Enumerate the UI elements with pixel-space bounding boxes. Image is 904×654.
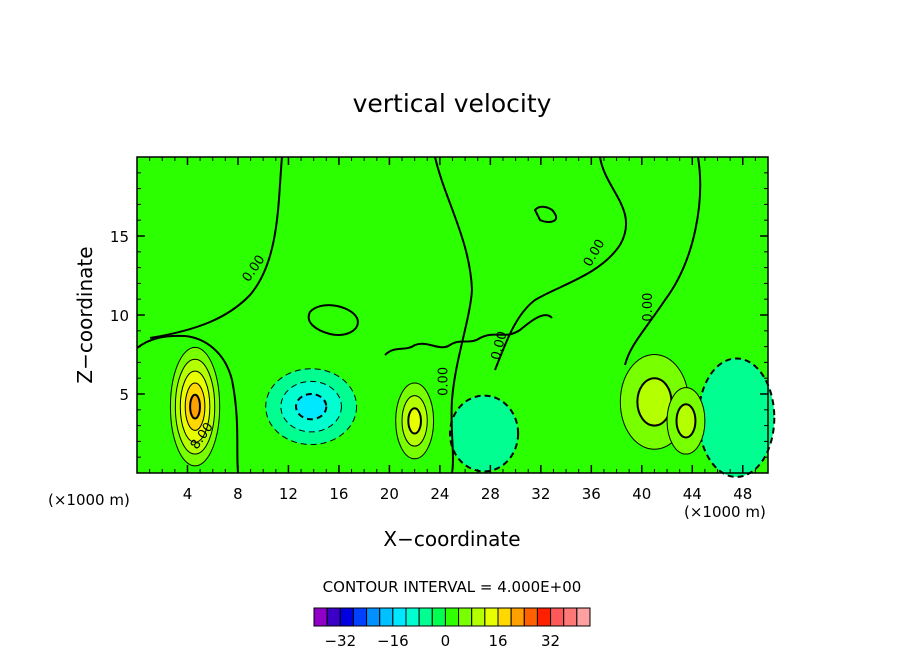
colorbar-swatch bbox=[405, 607, 420, 627]
x-tick-label: 4 bbox=[183, 485, 193, 503]
colorbar-swatch bbox=[576, 607, 591, 627]
zero-contour-upper-right bbox=[494, 156, 627, 371]
contour-label: 0.00 bbox=[489, 330, 511, 362]
field-feature-band bbox=[189, 393, 201, 420]
x-tick-label: 36 bbox=[582, 485, 601, 503]
zero-contour-left bbox=[136, 334, 239, 474]
colorbar-swatch bbox=[418, 607, 433, 627]
zero-contour-right bbox=[624, 156, 702, 366]
colorbar-swatch bbox=[392, 607, 407, 627]
field-feature-band bbox=[636, 377, 673, 427]
colorbar-swatch bbox=[497, 607, 512, 627]
colorbar-swatch bbox=[563, 607, 578, 627]
colorbar-swatch bbox=[379, 607, 394, 627]
x-tick-label: 16 bbox=[329, 485, 348, 503]
colorbar-tick-label: 32 bbox=[541, 632, 560, 650]
x-tick-label: 32 bbox=[531, 485, 550, 503]
field-feature-band bbox=[675, 403, 697, 439]
colorbar-swatch bbox=[431, 607, 446, 627]
contour-interval: CONTOUR INTERVAL = 4.000E+00 bbox=[323, 578, 582, 596]
chart-title: vertical velocity bbox=[353, 89, 552, 118]
x-tick-label: 20 bbox=[380, 485, 399, 503]
y-tick-label: 10 bbox=[110, 307, 129, 325]
colorbar-swatch bbox=[523, 607, 538, 627]
x-tick-label: 44 bbox=[683, 485, 702, 503]
contour-ripple bbox=[384, 314, 553, 356]
field-features bbox=[169, 346, 776, 478]
field-feature-band bbox=[407, 407, 422, 435]
colorbar-swatch bbox=[366, 607, 381, 627]
colorbar-tick-label: −32 bbox=[324, 632, 356, 650]
colorbar-swatch bbox=[352, 607, 368, 627]
y-axis-label: Z−coordinate bbox=[73, 246, 97, 383]
field-feature-band bbox=[295, 393, 328, 421]
colorbar-swatch bbox=[444, 607, 460, 627]
contour-blob-2 bbox=[533, 205, 558, 223]
colorbar-swatch bbox=[458, 607, 473, 627]
x-unit-left: (×1000 m) bbox=[48, 491, 130, 509]
colorbar-swatch bbox=[510, 607, 525, 627]
colorbar-swatch bbox=[471, 607, 486, 627]
y-tick-label: 15 bbox=[110, 228, 129, 246]
colorbar-swatch bbox=[536, 607, 552, 627]
x-tick-label: 48 bbox=[733, 485, 752, 503]
zero-contour-mid bbox=[434, 156, 474, 474]
contour-blob-1 bbox=[307, 304, 359, 336]
plot-area: 0.00 0.000.000.000.008.00 4 8 12 16 20 24 28 32 3… bbox=[110, 156, 776, 503]
colorbar-tick-label: −16 bbox=[377, 632, 409, 650]
field-feature-band bbox=[448, 394, 520, 473]
zero-contours bbox=[136, 156, 702, 474]
contour-label: 0.00 bbox=[436, 367, 451, 396]
colorbar-swatch bbox=[550, 607, 565, 627]
colorbar-swatch bbox=[326, 607, 341, 627]
colorbar-swatch bbox=[313, 607, 328, 627]
colorbar-tick-label: 16 bbox=[488, 632, 507, 650]
x-tick-label: 28 bbox=[481, 485, 500, 503]
colorbar-tick-label: 0 bbox=[441, 632, 451, 650]
x-tick-label: 8 bbox=[233, 485, 243, 503]
colorbar-swatch bbox=[339, 607, 354, 627]
x-axis: 4 8 12 16 20 24 28 32 36 40 44 48 bbox=[149, 157, 756, 503]
colorbar: −32 −16 0 16 32 bbox=[313, 607, 591, 650]
x-tick-label: 24 bbox=[430, 485, 449, 503]
colorbar-swatch bbox=[484, 607, 499, 627]
x-axis-label: X−coordinate bbox=[383, 527, 520, 551]
zero-contour-upper-left bbox=[149, 156, 283, 339]
y-axis: 5 10 15 bbox=[110, 172, 768, 458]
y-tick-label: 5 bbox=[119, 386, 129, 404]
field-feature-band bbox=[697, 357, 776, 478]
contour-label: 0.00 bbox=[641, 293, 656, 322]
x-tick-label: 40 bbox=[632, 485, 651, 503]
x-tick-label: 12 bbox=[279, 485, 298, 503]
x-unit-right: (×1000 m) bbox=[684, 503, 766, 521]
